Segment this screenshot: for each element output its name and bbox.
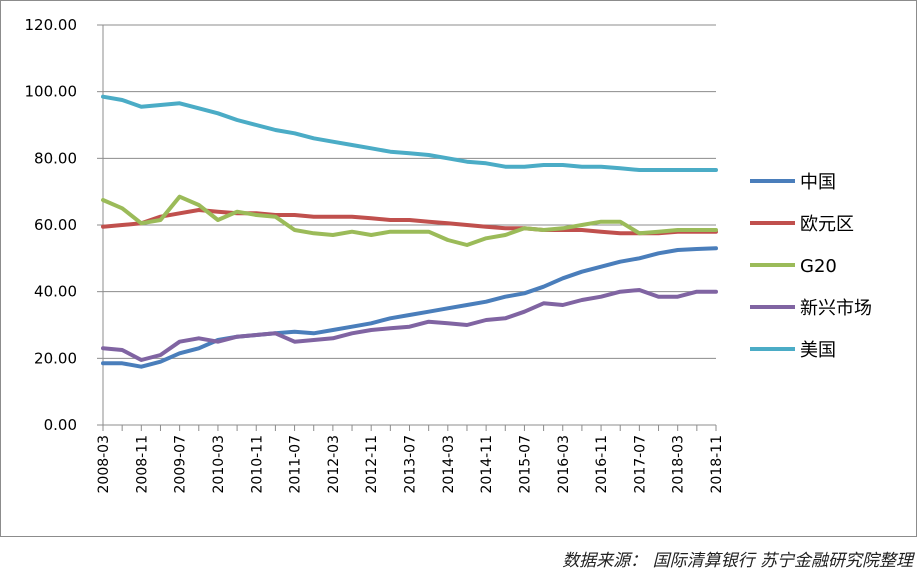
y-axis-ticks: 0.00 20.00 40.00 60.00 80.00 100.00 120.00: [25, 16, 103, 434]
y-tick-label: 0.00: [44, 416, 77, 434]
x-tick-label: 2017-07: [632, 435, 648, 494]
series-lines: [101, 94, 718, 369]
x-tick-label: 2008-03: [96, 435, 112, 494]
x-tick-label: 2010-11: [249, 435, 265, 494]
chart-frame: [0, 0, 917, 537]
y-tick-label: 80.00: [34, 149, 77, 167]
y-tick-label: 60.00: [34, 216, 77, 234]
x-tick-label: 2016-03: [556, 435, 572, 494]
x-tick-label: 2013-07: [403, 435, 419, 494]
x-tick-label: 2012-03: [326, 435, 342, 494]
y-tick-label: 20.00: [34, 349, 77, 367]
x-tick-label: 2009-07: [173, 435, 189, 494]
x-tick-label: 2014-03: [441, 435, 457, 494]
x-axis: 2008-03 2008-11 2009-07 2010-03 2010-11 2011-…: [96, 25, 725, 494]
grid-lines: [103, 24, 716, 359]
legend-label: 中国: [800, 172, 836, 193]
series-line: [101, 288, 718, 362]
x-tick-label: 2011-07: [288, 435, 304, 494]
y-tick-label: 40.00: [34, 283, 77, 301]
line-chart: 0.00 20.00 40.00 60.00 80.00 100.00 120.00 200…: [25, 16, 873, 494]
x-tick-label: 2010-03: [211, 435, 227, 494]
x-tick-label: 2014-11: [479, 435, 495, 494]
legend-label: 新兴市场: [800, 298, 872, 319]
x-tick-label: 2012-11: [364, 435, 380, 494]
x-tick-label: 2018-03: [671, 435, 687, 494]
series-line: [101, 246, 718, 369]
x-tick-label: 2016-11: [594, 435, 610, 494]
legend-label: 欧元区: [800, 214, 854, 235]
series-line: [101, 94, 718, 172]
series-line: [101, 194, 718, 247]
legend-label: 美国: [800, 340, 836, 361]
y-tick-label: 100.00: [25, 83, 78, 101]
x-tick-label: 2008-11: [134, 435, 150, 494]
legend-label: G20: [800, 256, 837, 277]
x-tick-label: 2018-11: [709, 435, 725, 494]
x-tick-label: 2015-07: [517, 435, 533, 494]
y-tick-label: 120.00: [25, 16, 78, 34]
source-note: 数据来源： 国际清算银行 苏宁金融研究院整理: [562, 551, 913, 571]
